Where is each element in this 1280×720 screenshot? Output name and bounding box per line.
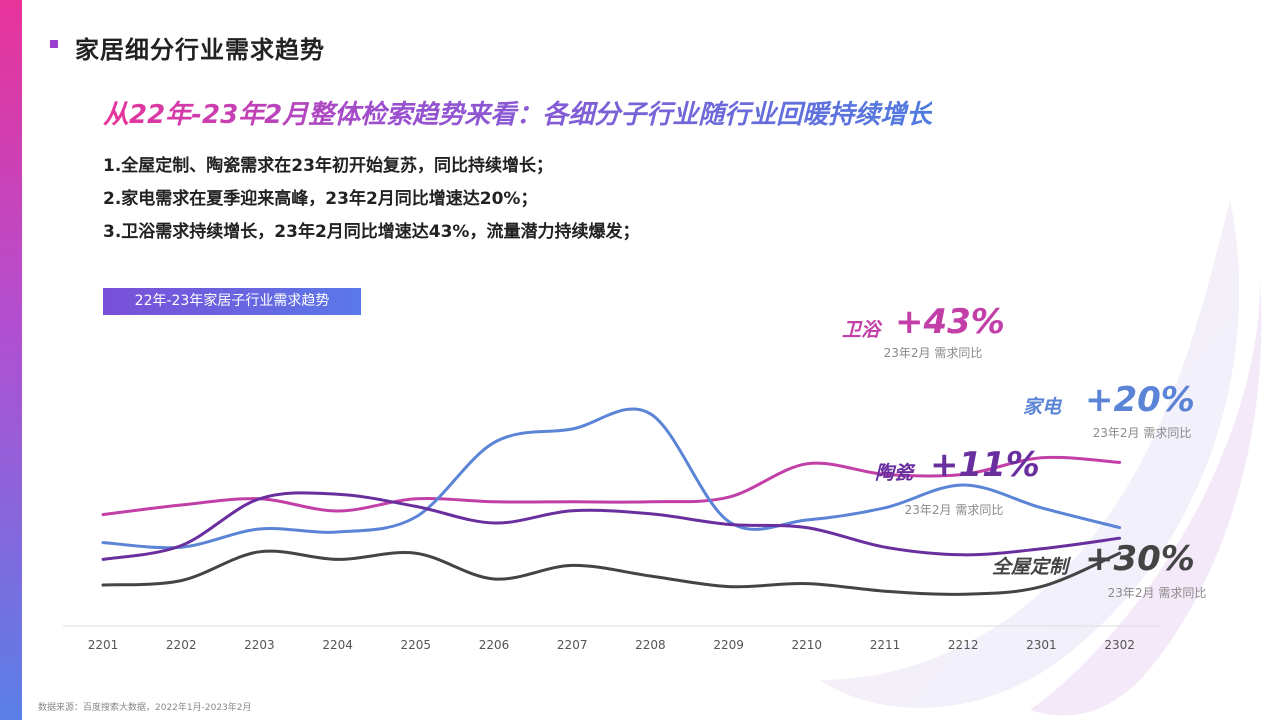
x-tick-label: 2301 — [1026, 638, 1057, 652]
x-tick-label: 2204 — [322, 638, 353, 652]
chart-title: 22年-23年家居子行业需求趋势 — [103, 288, 361, 315]
background-swoosh-decoration — [820, 200, 1262, 716]
section-title: 家居细分行业需求趋势 — [75, 36, 325, 64]
callout-sub-ceramic: 23年2月 需求同比 — [905, 503, 1004, 517]
x-tick-label: 2302 — [1104, 638, 1135, 652]
x-tick-label: 2208 — [635, 638, 666, 652]
callout-pct-bath: +43% — [895, 302, 1005, 342]
bullet-list: 1.全屋定制、陶瓷需求在23年初开始复苏，同比持续增长； 2.家电需求在夏季迎来… — [103, 150, 639, 249]
x-tick-label: 2209 — [713, 638, 744, 652]
x-tick-label: 2211 — [870, 638, 901, 652]
callout-pct-custom: +30% — [1085, 539, 1195, 579]
bullet-item: 2.家电需求在夏季迎来高峰，23年2月同比增速达20%； — [103, 189, 538, 209]
series-line-appliance — [101, 407, 1122, 550]
bullet-item: 3.卫浴需求持续增长，23年2月同比增速达43%，流量潜力持续爆发； — [103, 222, 640, 242]
callout-name-ceramic: 陶瓷 — [875, 462, 916, 484]
callout-name-bath: 卫浴 — [842, 319, 883, 341]
callout-pct-appliance: +20% — [1085, 380, 1195, 420]
x-tick-label: 2212 — [948, 638, 979, 652]
x-tick-label: 2201 — [88, 638, 119, 652]
callout-pct-ceramic: +11% — [930, 445, 1040, 485]
callout-sub-appliance: 23年2月 需求同比 — [1093, 426, 1192, 440]
callout-sub-custom: 23年2月 需求同比 — [1108, 586, 1207, 600]
x-tick-label: 2206 — [479, 638, 510, 652]
bullet-item: 1.全屋定制、陶瓷需求在23年初开始复苏，同比持续增长； — [103, 156, 553, 176]
x-tick-label: 2207 — [557, 638, 588, 652]
left-accent-bar — [0, 0, 22, 720]
callout-name-custom: 全屋定制 — [992, 556, 1072, 578]
x-tick-label: 2202 — [166, 638, 197, 652]
x-tick-label: 2210 — [792, 638, 823, 652]
series-line-bath — [101, 455, 1122, 517]
x-tick-label: 2205 — [401, 638, 432, 652]
callout-name-appliance: 家电 — [1023, 396, 1063, 418]
source-note: 数据来源：百度搜索大数据，2022年1月-2023年2月 — [38, 703, 252, 713]
callout-sub-bath: 23年2月 需求同比 — [884, 346, 983, 360]
x-tick-label: 2203 — [244, 638, 275, 652]
series-line-custom — [101, 549, 1122, 596]
series-line-ceramic — [101, 491, 1122, 561]
headline: 从22年-23年2月整体检索趋势来看：各细分子行业随行业回暖持续增长 — [103, 94, 932, 131]
section-marker — [50, 40, 58, 48]
